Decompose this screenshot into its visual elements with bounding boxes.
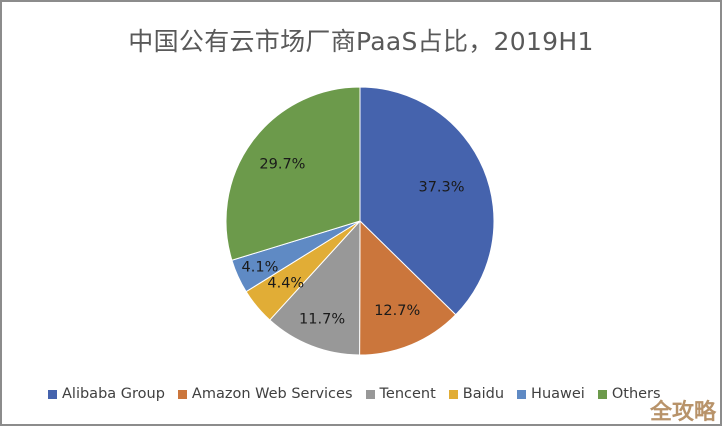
legend-swatch [365,389,375,399]
legend-label: Huawei [531,386,585,402]
legend-label: Alibaba Group [62,386,165,402]
legend-item-alibaba: Alibaba Group [48,386,165,402]
legend-swatch [448,389,458,399]
pie-data-label: 11.7% [299,311,345,327]
legend-swatch [517,389,527,399]
legend-item-aws: Amazon Web Services [177,386,353,402]
chart-legend: Alibaba Group Amazon Web Services Tencen… [48,386,674,402]
legend-swatch [177,389,187,399]
chart-title: 中国公有云市场厂商PaaS占比，2019H1 [128,27,594,56]
pie-data-label: 4.1% [242,259,279,275]
legend-swatch [597,389,607,399]
legend-item-others: Others [597,386,661,402]
legend-item-huawei: Huawei [517,386,585,402]
pie-data-label: 29.7% [259,157,305,173]
pie-data-label: 12.7% [374,303,420,319]
legend-label: Amazon Web Services [191,386,353,402]
legend-label: Tencent [379,386,436,402]
legend-swatch [48,389,57,399]
pie-slice [359,86,495,316]
pie-data-label: 4.4% [267,276,304,292]
legend-item-baidu: Baidu [448,386,505,402]
pie-slice [269,219,361,356]
pie-slice [359,219,457,356]
pie-slices [225,86,495,356]
legend-label: Baidu [462,386,505,402]
legend-item-tencent: Tencent [365,386,436,402]
legend-label: Others [611,386,661,402]
watermark-logo: 全攻略 [649,400,716,425]
pie-slice [225,86,361,261]
pie-labels: 37.3% 12.7% 11.7% 4.4%4.1% 29.7% [242,157,465,328]
pie-data-label: 37.3% [418,180,464,196]
